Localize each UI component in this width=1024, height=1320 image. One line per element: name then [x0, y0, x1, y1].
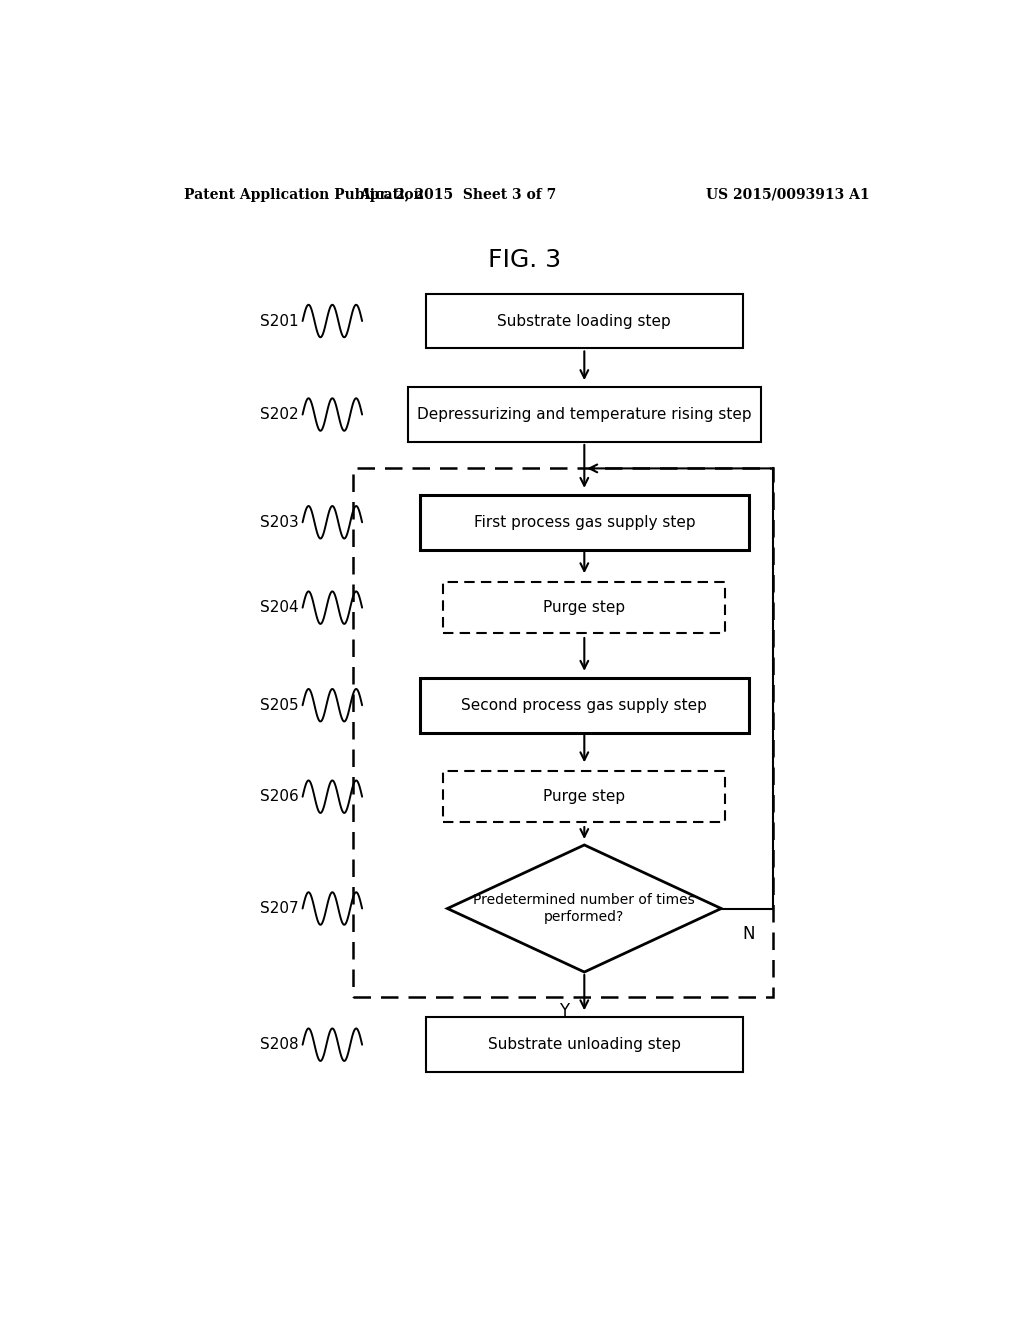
Text: Substrate unloading step: Substrate unloading step: [487, 1038, 681, 1052]
Text: S206: S206: [260, 789, 299, 804]
FancyBboxPatch shape: [420, 677, 749, 733]
Text: Purge step: Purge step: [544, 601, 626, 615]
Text: First process gas supply step: First process gas supply step: [473, 515, 695, 529]
Text: US 2015/0093913 A1: US 2015/0093913 A1: [707, 187, 870, 202]
FancyBboxPatch shape: [426, 1018, 743, 1072]
Text: FIG. 3: FIG. 3: [488, 248, 561, 272]
Text: Second process gas supply step: Second process gas supply step: [462, 698, 708, 713]
FancyBboxPatch shape: [420, 495, 749, 549]
Text: Depressurizing and temperature rising step: Depressurizing and temperature rising st…: [417, 407, 752, 422]
Text: S204: S204: [260, 601, 299, 615]
Text: N: N: [742, 925, 756, 942]
Text: S207: S207: [260, 902, 299, 916]
Text: S202: S202: [260, 407, 299, 422]
Text: Purge step: Purge step: [544, 789, 626, 804]
Text: S208: S208: [260, 1038, 299, 1052]
Text: Y: Y: [559, 1002, 569, 1019]
FancyBboxPatch shape: [408, 387, 761, 442]
Text: S201: S201: [260, 314, 299, 329]
Text: Apr. 2, 2015  Sheet 3 of 7: Apr. 2, 2015 Sheet 3 of 7: [358, 187, 556, 202]
FancyBboxPatch shape: [443, 771, 725, 822]
FancyBboxPatch shape: [426, 293, 743, 348]
Text: Substrate loading step: Substrate loading step: [498, 314, 671, 329]
FancyBboxPatch shape: [443, 582, 725, 634]
Text: S203: S203: [260, 515, 299, 529]
Text: S205: S205: [260, 698, 299, 713]
Text: Predetermined number of times
performed?: Predetermined number of times performed?: [473, 894, 695, 924]
Text: Patent Application Publication: Patent Application Publication: [183, 187, 423, 202]
Polygon shape: [447, 845, 721, 972]
